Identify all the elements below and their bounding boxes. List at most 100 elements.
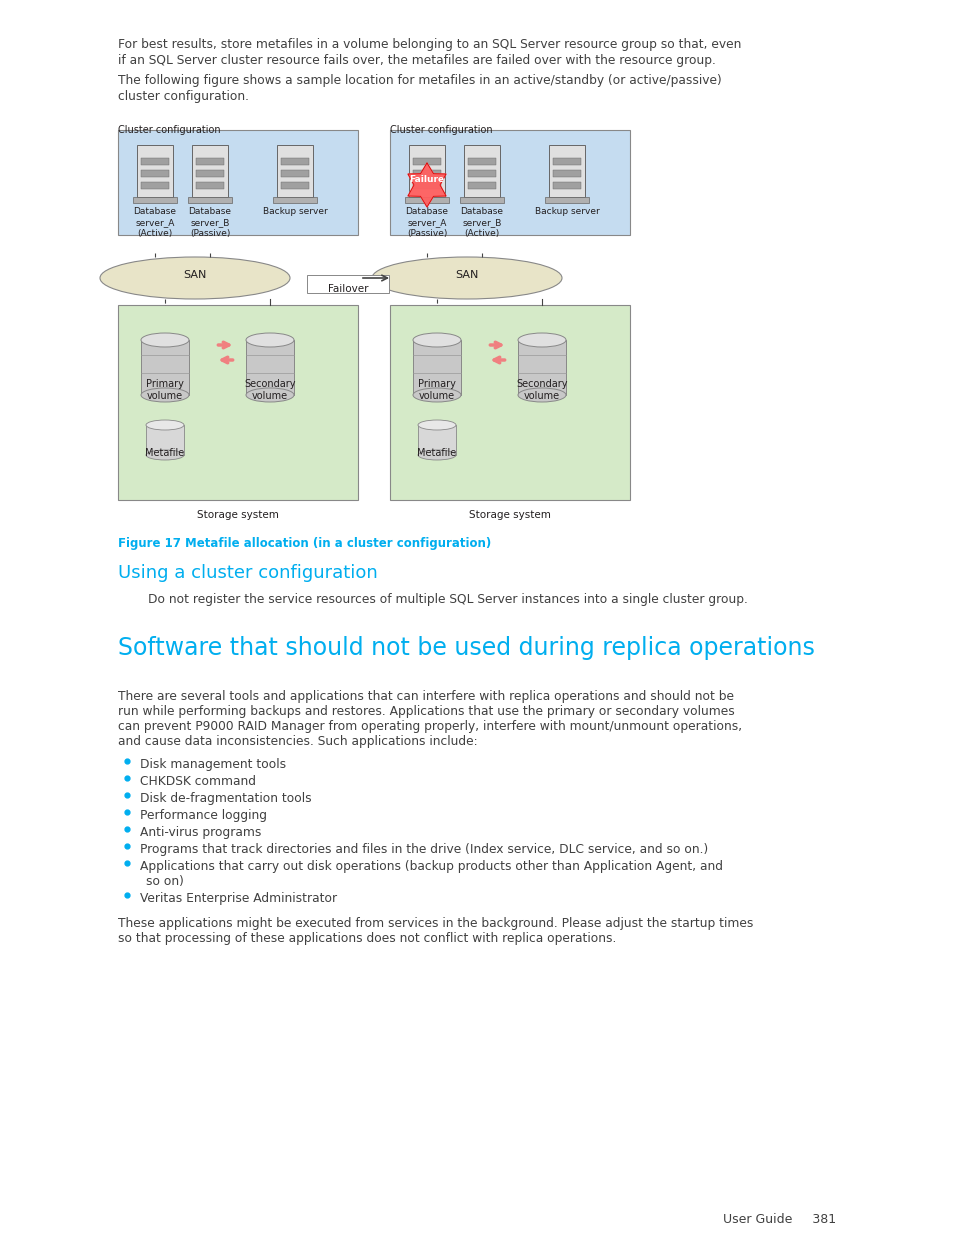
Bar [468,182,496,189]
Bar [141,170,169,177]
Text: Veritas Enterprise Administrator: Veritas Enterprise Administrator [140,892,336,905]
Bar [413,340,460,395]
Bar [195,158,224,165]
Text: SAN: SAN [183,270,207,280]
FancyBboxPatch shape [390,305,629,500]
Bar [273,198,316,203]
Bar [195,182,224,189]
Text: Programs that track directories and files in the drive (Index service, DLC servi: Programs that track directories and file… [140,844,707,856]
FancyBboxPatch shape [307,275,389,293]
Bar [281,158,309,165]
Text: Metafile: Metafile [145,448,185,458]
Text: Disk de-fragmentation tools: Disk de-fragmentation tools [140,792,312,805]
Bar [553,170,580,177]
Bar [141,340,189,395]
Ellipse shape [100,257,290,299]
Bar [141,182,169,189]
Text: (Passive): (Passive) [190,228,230,238]
Text: if an SQL Server cluster resource fails over, the metafiles are failed over with: if an SQL Server cluster resource fails … [118,54,715,67]
Bar [468,158,496,165]
Text: Database: Database [189,207,232,216]
FancyBboxPatch shape [276,144,313,198]
Text: run while performing backups and restores. Applications that use the primary or : run while performing backups and restore… [118,705,734,718]
Text: Do not register the service resources of multiple SQL Server instances into a si: Do not register the service resources of… [148,593,747,606]
Text: Failure: Failure [409,175,444,184]
Text: Secondary
volume: Secondary volume [244,379,295,400]
Text: Primary
volume: Primary volume [417,379,456,400]
Ellipse shape [141,388,189,403]
FancyBboxPatch shape [118,130,357,235]
Bar [188,198,232,203]
Text: server_A: server_A [135,219,174,227]
Bar [553,158,580,165]
Text: For best results, store metafiles in a volume belonging to an SQL Server resourc: For best results, store metafiles in a v… [118,38,740,51]
Text: Cluster configuration: Cluster configuration [390,125,492,135]
FancyBboxPatch shape [409,144,444,198]
Text: Metafile: Metafile [416,448,456,458]
Ellipse shape [372,257,561,299]
Bar [413,182,440,189]
Text: (Active): (Active) [137,228,172,238]
FancyBboxPatch shape [548,144,584,198]
Ellipse shape [413,388,460,403]
Bar [517,340,565,395]
Bar [544,198,588,203]
Text: SAN: SAN [455,270,478,280]
Bar [417,425,456,454]
Text: Database: Database [133,207,176,216]
Bar [405,198,449,203]
Bar [146,425,184,454]
Text: Failover: Failover [328,284,368,294]
Ellipse shape [141,333,189,347]
Ellipse shape [246,388,294,403]
Text: Figure 17 Metafile allocation (in a cluster configuration): Figure 17 Metafile allocation (in a clus… [118,537,491,550]
Ellipse shape [413,333,460,347]
Text: and cause data inconsistencies. Such applications include:: and cause data inconsistencies. Such app… [118,735,477,748]
Polygon shape [408,163,446,207]
FancyBboxPatch shape [390,130,629,235]
Text: Secondary
volume: Secondary volume [516,379,567,400]
Text: so on): so on) [146,876,184,888]
Text: Performance logging: Performance logging [140,809,267,823]
Bar [281,182,309,189]
Text: These applications might be executed from services in the background. Please adj: These applications might be executed fro… [118,918,753,930]
Text: Using a cluster configuration: Using a cluster configuration [118,564,377,582]
Ellipse shape [146,420,184,430]
Text: Primary
volume: Primary volume [146,379,184,400]
Text: Database: Database [405,207,448,216]
Text: server_A: server_A [407,219,446,227]
Text: Database: Database [460,207,503,216]
Text: The following figure shows a sample location for metafiles in an active/standby : The following figure shows a sample loca… [118,74,721,86]
Text: Software that should not be used during replica operations: Software that should not be used during … [118,636,814,659]
Bar [413,158,440,165]
Text: Cluster configuration: Cluster configuration [118,125,220,135]
Text: server_B: server_B [462,219,501,227]
Text: (Active): (Active) [464,228,499,238]
Ellipse shape [517,388,565,403]
Ellipse shape [246,333,294,347]
FancyBboxPatch shape [463,144,499,198]
FancyBboxPatch shape [137,144,172,198]
Text: Applications that carry out disk operations (backup products other than Applicat: Applications that carry out disk operati… [140,860,722,873]
Bar [195,170,224,177]
Text: so that processing of these applications does not conflict with replica operatio: so that processing of these applications… [118,932,616,945]
Text: There are several tools and applications that can interfere with replica operati: There are several tools and applications… [118,690,733,703]
Text: server_B: server_B [190,219,230,227]
Ellipse shape [517,333,565,347]
Bar [246,340,294,395]
Bar [553,182,580,189]
Bar [141,158,169,165]
Bar [468,170,496,177]
Ellipse shape [146,450,184,459]
Text: Storage system: Storage system [469,510,551,520]
Bar [132,198,177,203]
Ellipse shape [417,450,456,459]
Text: Disk management tools: Disk management tools [140,758,286,771]
Ellipse shape [417,420,456,430]
Text: CHKDSK command: CHKDSK command [140,776,255,788]
Text: (Passive): (Passive) [406,228,447,238]
Text: Backup server: Backup server [262,207,327,216]
Text: cluster configuration.: cluster configuration. [118,90,249,103]
Text: Storage system: Storage system [197,510,278,520]
Bar [459,198,503,203]
